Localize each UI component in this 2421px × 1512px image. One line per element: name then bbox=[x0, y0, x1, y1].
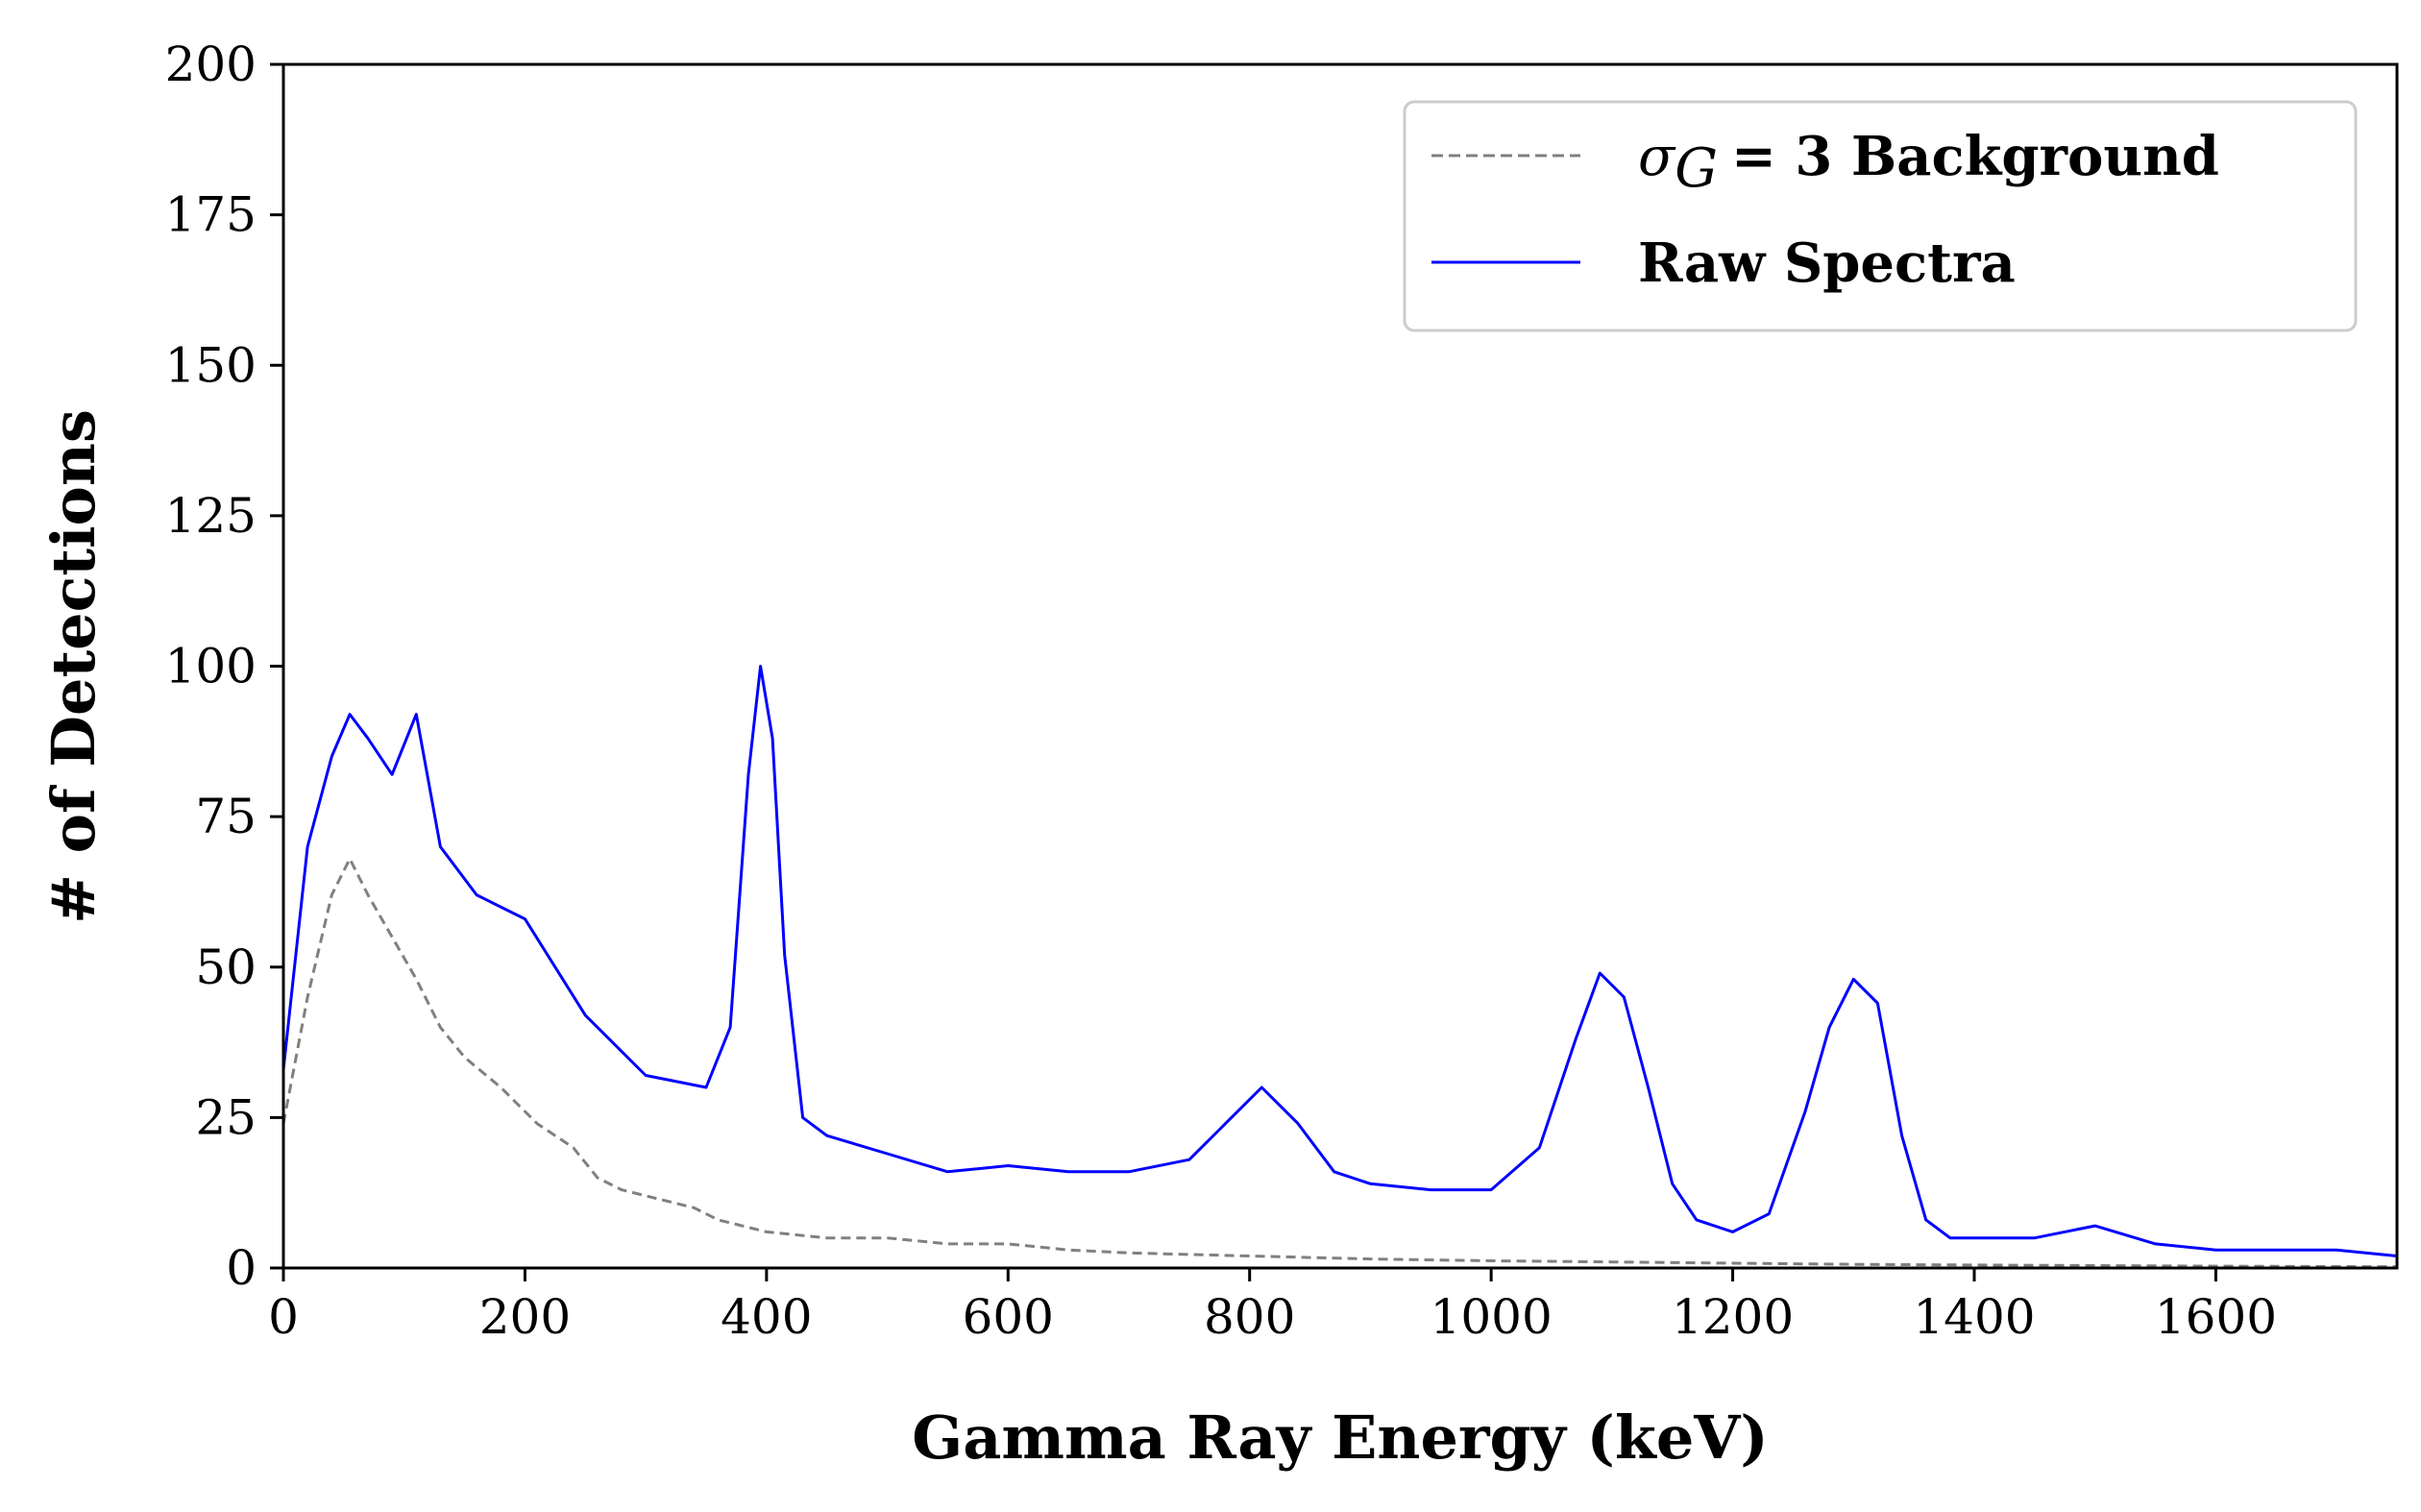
y-tick-label: 125 bbox=[165, 488, 257, 544]
y-tick-label: 50 bbox=[195, 939, 257, 995]
x-axis-ticks: 0 200 400 600 800 1000 1200 1400 1600 bbox=[268, 1268, 2277, 1345]
y-tick-label: 200 bbox=[165, 37, 257, 92]
x-tick-label: 1200 bbox=[1672, 1289, 1794, 1345]
x-tick-label: 1600 bbox=[2155, 1289, 2277, 1345]
legend-background-label: σG = 3 Background bbox=[1638, 125, 2219, 200]
y-axis-label: # of Detections bbox=[38, 409, 109, 924]
y-tick-label: 25 bbox=[195, 1089, 257, 1145]
y-tick-label: 75 bbox=[195, 789, 257, 844]
y-tick-label: 175 bbox=[165, 187, 257, 243]
y-tick-label: 100 bbox=[165, 639, 257, 695]
y-tick-label: 150 bbox=[165, 337, 257, 393]
x-tick-label: 800 bbox=[1204, 1289, 1295, 1345]
legend-raw-label: Raw Spectra bbox=[1638, 232, 2016, 295]
legend: σG = 3 Background Raw Spectra bbox=[1403, 100, 2358, 332]
y-axis-ticks: 0 25 50 75 100 125 150 175 200 bbox=[165, 37, 283, 1296]
x-tick-label: 1000 bbox=[1431, 1289, 1553, 1345]
legend-box bbox=[1403, 100, 2358, 332]
series-layer bbox=[281, 665, 2398, 1269]
x-tick-label: 600 bbox=[963, 1289, 1054, 1345]
x-tick-label: 200 bbox=[479, 1289, 571, 1345]
x-tick-label: 1400 bbox=[1913, 1289, 2035, 1345]
x-tick-label: 400 bbox=[721, 1289, 812, 1345]
x-axis-label: Gamma Ray Energy (keV) bbox=[912, 1402, 1768, 1473]
y-tick-label: 0 bbox=[226, 1240, 257, 1296]
x-tick-label: 0 bbox=[268, 1289, 299, 1345]
raw-spectra-line bbox=[281, 665, 2398, 1257]
